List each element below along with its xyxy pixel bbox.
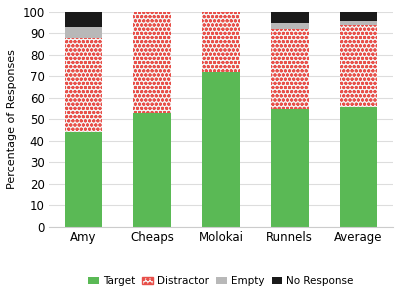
Bar [340,25,378,107]
Bar [64,38,102,132]
Bar [133,12,171,113]
Bar [64,38,102,132]
Bar [64,12,102,27]
Bar [64,132,102,227]
Legend: Target, Distractor, Empty, No Response: Target, Distractor, Empty, No Response [84,272,358,291]
Bar [340,12,378,21]
Bar [133,12,171,113]
Bar [271,12,309,23]
Bar [340,21,378,25]
Bar [271,23,309,29]
Y-axis label: Percentage of Responses: Percentage of Responses [7,49,17,189]
Bar [133,113,171,227]
Bar [271,29,309,109]
Bar [340,107,378,227]
Bar [271,29,309,109]
Bar [271,109,309,227]
Bar [202,12,240,72]
Bar [340,25,378,107]
Bar [64,27,102,38]
Bar [202,12,240,72]
Bar [202,72,240,227]
